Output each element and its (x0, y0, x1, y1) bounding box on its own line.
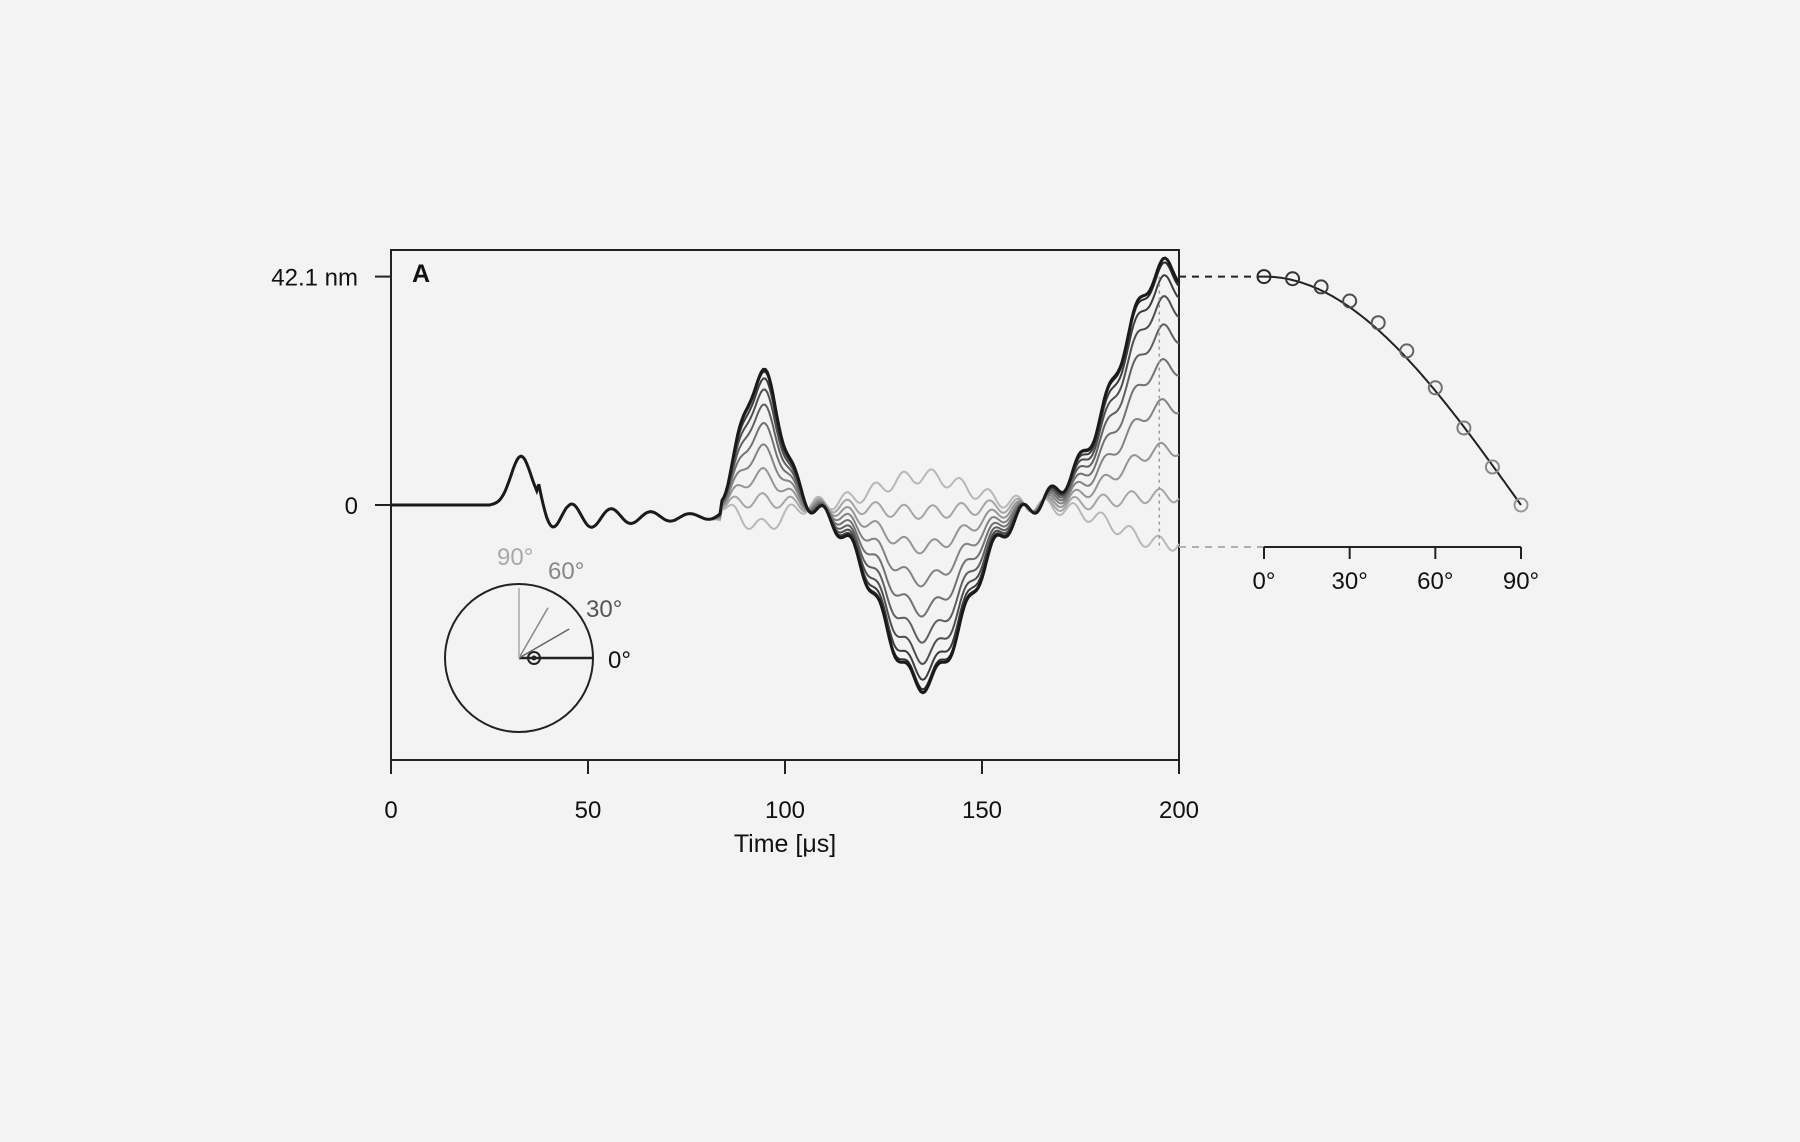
inset-label-90: 90° (497, 544, 533, 571)
panel-label: A (412, 260, 430, 288)
inset-label-30: 30° (586, 596, 622, 623)
inset-label-0: 0° (608, 647, 631, 674)
plot-frame (390, 249, 1180, 761)
right-x-tick-label-0: 0° (1253, 568, 1276, 595)
right-x-tick-label-3: 90° (1503, 568, 1539, 595)
series-line-0deg (391, 256, 1181, 695)
amplitude-point-40deg (1370, 315, 1386, 331)
series-line-50deg (391, 357, 1180, 618)
right-x-tick-label-1: 30° (1332, 568, 1368, 595)
x-tick-label-1: 50 (575, 797, 602, 824)
x-tick-label-4: 200 (1159, 797, 1199, 824)
x-tick-label-0: 0 (384, 797, 397, 824)
x-tick-label-2: 100 (765, 797, 805, 824)
inset-spoke-60 (518, 607, 549, 659)
inset-polar-diagram: 90° 60° 30° 0° (444, 544, 631, 733)
x-axis-title: Time [μs] (734, 830, 836, 858)
right-x-tick-label-2: 60° (1417, 568, 1453, 595)
amplitude-point-80deg (1484, 459, 1500, 475)
inset-spoke-30 (518, 628, 570, 659)
cosine-fit-line (1264, 275, 1522, 506)
inset-label-60: 60° (548, 558, 584, 585)
amplitude-point-10deg (1285, 271, 1301, 287)
amplitude-point-60deg (1427, 380, 1443, 396)
amplitude-point-30deg (1342, 293, 1358, 309)
x-tick-label-3: 150 (962, 797, 1002, 824)
amplitude-point-70deg (1456, 420, 1472, 436)
amplitude-point-20deg (1313, 279, 1329, 295)
series-line-10deg (391, 261, 1180, 691)
amplitude-point-90deg (1513, 497, 1529, 513)
amplitude-point-50deg (1399, 343, 1415, 359)
y-tick-label-top: 42.1 nm (271, 265, 358, 292)
y-tick-label-zero: 0 (345, 493, 358, 520)
amplitude-point-0deg (1256, 269, 1272, 285)
